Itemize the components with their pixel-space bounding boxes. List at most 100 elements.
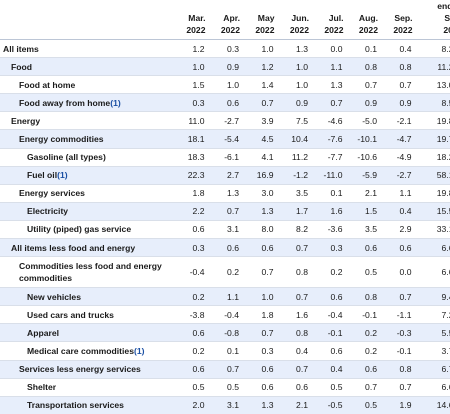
table-row: Apparel 0.6-0.80.70.8-0.10.2-0.35.5: [0, 323, 450, 342]
column-header: Jun. 2022: [279, 0, 314, 40]
table-cell: 3.5: [348, 219, 383, 239]
table-cell: 14.6: [417, 395, 450, 414]
column-header: Apr. 2022: [210, 0, 245, 40]
table-cell: 18.2: [417, 147, 450, 167]
table-cell: -2.7: [383, 165, 418, 185]
table-cell: 1.7: [279, 201, 314, 221]
table-cell: 1.5: [176, 75, 211, 94]
table-cell: 0.7: [245, 256, 280, 288]
table-cell: -10.1: [348, 129, 383, 149]
table-row: Commodities less food and energy commodi…: [0, 256, 450, 288]
table-cell: -11.0: [314, 165, 349, 185]
table-cell: 1.3: [314, 75, 349, 94]
table-cell: 3.5: [279, 183, 314, 203]
table-cell: 0.6: [314, 287, 349, 306]
row-label: Fuel oil(1): [0, 165, 176, 185]
table-cell: 1.5: [348, 201, 383, 221]
row-label: Services less energy services: [0, 359, 176, 379]
table-cell: -10.6: [348, 147, 383, 167]
table-cell: 0.2: [176, 287, 211, 306]
row-label-text: Utility (piped) gas service: [27, 224, 132, 235]
table-cell: 0.6: [348, 238, 383, 257]
table-cell: 0.8: [383, 57, 418, 76]
table-cell: -4.6: [314, 111, 349, 130]
table-cell: 0.7: [383, 75, 418, 94]
row-label-text: Transportation services: [27, 400, 124, 411]
table-header: Mar. 2022 Apr. 2022 May 2022 Jun. 2022 Jul. 2022 A…: [0, 0, 450, 40]
column-header-month: Apr.: [223, 13, 240, 23]
table-cell: -0.1: [314, 323, 349, 342]
row-label: Utility (piped) gas service: [0, 219, 176, 239]
table-cell: 0.8: [279, 323, 314, 342]
footnote-link[interactable]: (1): [110, 97, 121, 108]
table-cell: 1.1: [383, 183, 418, 203]
table-cell: 3.9: [245, 111, 280, 130]
table-cell: 13.0: [417, 75, 450, 94]
table-cell: 3.1: [210, 395, 245, 414]
row-label-text: Energy services: [19, 188, 85, 199]
table-cell: 1.3: [210, 183, 245, 203]
row-label: Food at home: [0, 75, 176, 94]
footnote-link[interactable]: (1): [57, 170, 68, 181]
column-header: Sep. 2022: [383, 0, 418, 40]
table-cell: 8.0: [245, 219, 280, 239]
row-label-text: Medical care commodities: [27, 345, 134, 356]
table-cell: 0.5: [210, 377, 245, 397]
column-header-year: 2022: [289, 25, 309, 35]
table-cell: 6.7: [417, 359, 450, 379]
row-label-text: Services less energy services: [19, 364, 141, 375]
table-cell: 58.1: [417, 165, 450, 185]
table-cell: -0.4: [176, 256, 211, 288]
table-cell: 1.8: [176, 183, 211, 203]
table-row: Fuel oil(1) 22.3 2.7 16.9 -1.2 -11.0 -5.9 -2.7 5…: [0, 165, 450, 185]
table-cell: 4.5: [245, 129, 280, 149]
table-cell: 0.1: [210, 341, 245, 360]
table-cell: -7.6: [314, 129, 349, 149]
table-cell: 1.3: [279, 38, 314, 58]
row-label: Energy: [0, 111, 176, 130]
table-cell: 0.5: [348, 256, 383, 288]
table-cell: 5.5: [417, 323, 450, 342]
column-header-year: 2022: [393, 25, 413, 35]
table-row: All items 1.20.31.01.30.00.10.48.2: [0, 38, 450, 58]
table-cell: 1.0: [279, 75, 314, 94]
table-cell: 0.4: [314, 359, 349, 379]
table-row: Transportation services 2.0 3.1 1.3 2.1 -0.5 0…: [0, 395, 450, 414]
table-cell: -0.8: [210, 323, 245, 342]
table-cell: 0.6: [279, 377, 314, 397]
table-cell: 0.3: [176, 93, 211, 112]
table-cell: 0.2: [176, 341, 211, 360]
footnote-link[interactable]: (1): [134, 345, 145, 356]
table-cell: 0.7: [383, 377, 418, 397]
table-cell: 0.6: [245, 359, 280, 379]
table-cell: 0.8: [348, 287, 383, 306]
row-label: Gasoline (all types): [0, 147, 176, 167]
table-cell: 1.3: [245, 395, 280, 414]
table-cell: 0.7: [348, 75, 383, 94]
table-cell: 0.6: [348, 359, 383, 379]
row-label: Electricity: [0, 201, 176, 221]
column-header-year: 2022: [255, 25, 275, 35]
table-cell: -1.2: [279, 165, 314, 185]
table-row: Medical care commodities(1) 0.2 0.1 0.3 0.4 0…: [0, 341, 450, 360]
table-cell: -5.4: [210, 129, 245, 149]
column-header-month: Jul.: [328, 13, 344, 23]
table-cell: 9.4: [417, 287, 450, 306]
table-cell: 0.7: [245, 323, 280, 342]
row-label-text: All items: [3, 43, 39, 54]
table-cell: 0.7: [245, 93, 280, 112]
table-cell: 1.2: [245, 57, 280, 76]
row-label: Transportation services: [0, 395, 176, 414]
table-cell: 0.7: [210, 359, 245, 379]
table-cell: 6.6: [417, 377, 450, 397]
table-cell: 1.1: [210, 287, 245, 306]
column-header-month: May: [257, 13, 275, 23]
table-cell: 0.9: [279, 93, 314, 112]
table-row: Used cars and trucks -3.8 -0.4 1.8 1.6 -0.4 -0…: [0, 305, 450, 324]
table-cell: -3.8: [176, 305, 211, 324]
table-cell: 0.6: [176, 323, 211, 342]
table-cell: 2.7: [210, 165, 245, 185]
